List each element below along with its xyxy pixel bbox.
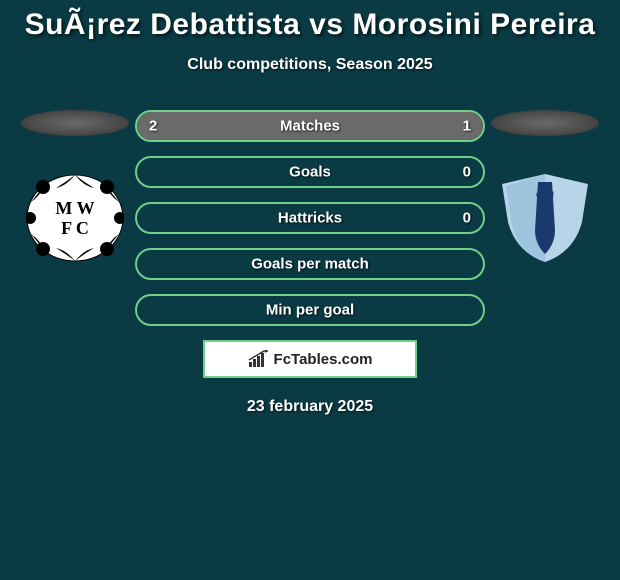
main-row: M W F C 2 Matches 1 Goals 0	[0, 110, 620, 326]
mwfc-logo-icon: M W F C	[26, 174, 124, 262]
stat-label: Hattricks	[278, 210, 342, 227]
date-text: 23 february 2025	[0, 398, 620, 416]
comparison-card: SuÃ¡rez Debattista vs Morosini Pereira C…	[0, 0, 620, 416]
brand-text: FcTables.com	[274, 351, 373, 368]
brand-box[interactable]: FcTables.com	[203, 340, 417, 378]
stat-label: Goals	[289, 164, 331, 181]
svg-text:F C: F C	[61, 218, 89, 238]
player-platform-left	[21, 110, 129, 136]
svg-text:CAJ: CAJ	[536, 190, 554, 200]
stat-label: Min per goal	[266, 302, 354, 319]
page-subtitle: Club competitions, Season 2025	[0, 56, 620, 74]
stat-row-matches: 2 Matches 1	[135, 110, 485, 142]
stat-label: Matches	[280, 118, 340, 135]
stat-row-gpm: Goals per match	[135, 248, 485, 280]
left-side: M W F C	[15, 110, 135, 262]
stat-row-goals: Goals 0	[135, 156, 485, 188]
stat-value-left: 2	[149, 118, 157, 135]
stat-row-mpg: Min per goal	[135, 294, 485, 326]
player-platform-right	[491, 110, 599, 136]
stats-column: 2 Matches 1 Goals 0 Hattricks 0	[135, 110, 485, 326]
stat-value-right: 1	[463, 118, 471, 135]
stat-value-right: 0	[463, 164, 471, 181]
svg-text:M W: M W	[55, 198, 94, 218]
page-title: SuÃ¡rez Debattista vs Morosini Pereira	[0, 8, 620, 42]
right-club-badge: CAJ	[496, 174, 594, 262]
stat-row-hattricks: Hattricks 0	[135, 202, 485, 234]
chart-icon	[248, 350, 270, 368]
stat-label: Goals per match	[251, 256, 369, 273]
left-club-badge: M W F C	[26, 174, 124, 262]
caj-logo-icon: CAJ	[502, 174, 588, 262]
right-side: CAJ	[485, 110, 605, 262]
stat-value-right: 0	[463, 210, 471, 227]
